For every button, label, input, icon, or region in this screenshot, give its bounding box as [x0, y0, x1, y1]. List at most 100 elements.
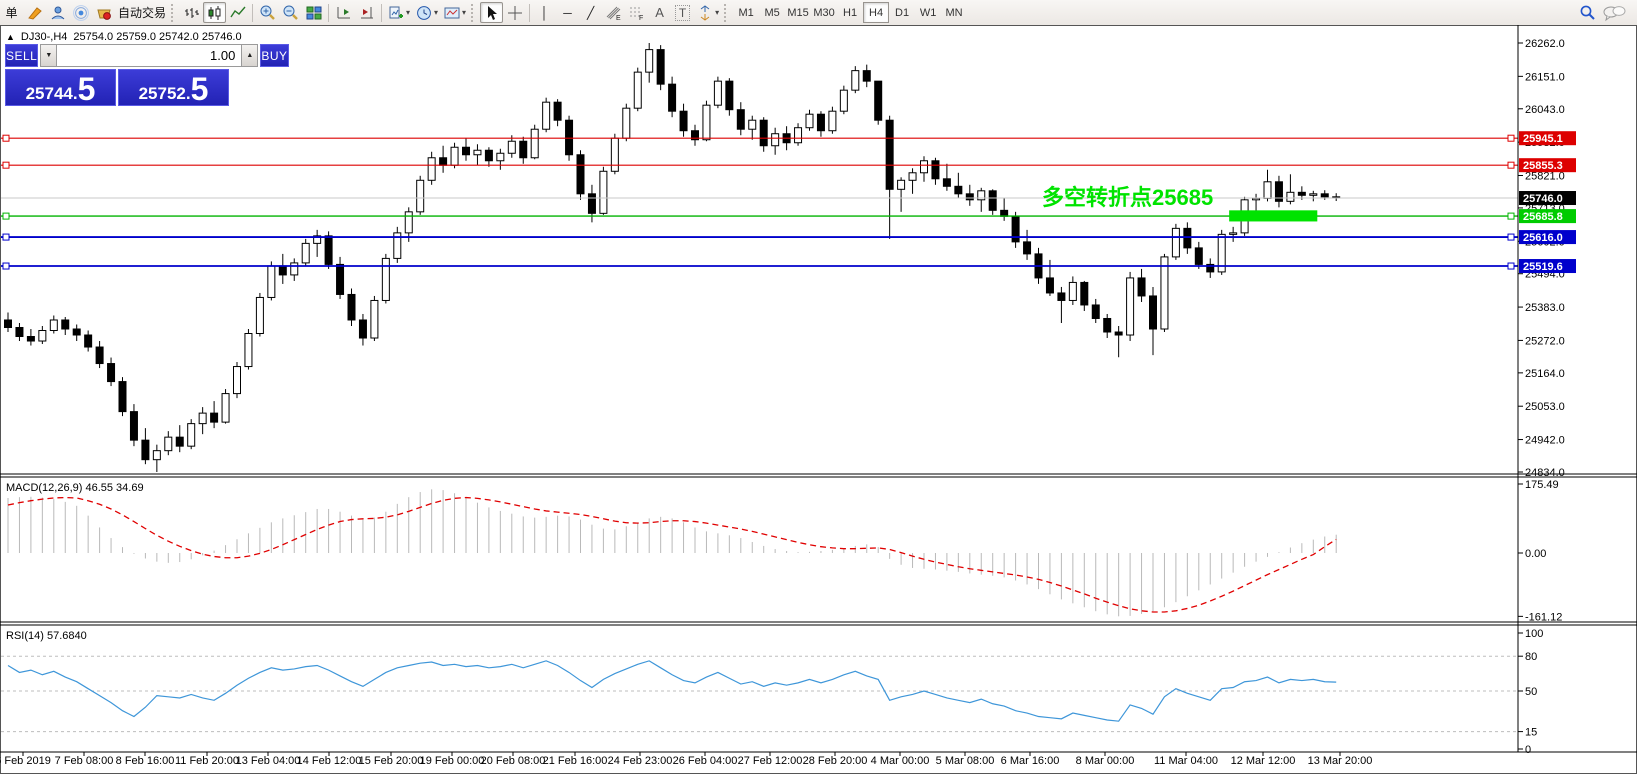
level-handle-right[interactable]	[1507, 161, 1515, 169]
level-handle-left[interactable]	[2, 233, 10, 241]
highlight-rectangle[interactable]	[1229, 210, 1318, 222]
collapse-panel-toggle[interactable]: ▲	[6, 32, 15, 42]
chart-canvas[interactable]: 多空转折点25685 MACD(12,26,9) 46.55 34.69 RSI(1…	[0, 25, 1637, 774]
candle-bearish	[1114, 331, 1123, 336]
candlestick-chart-button[interactable]	[203, 2, 227, 23]
time-axis-label[interactable]: 28 Feb 20:00	[803, 755, 868, 767]
auto-trading-button[interactable]: 自动交易	[115, 2, 169, 23]
candle-bearish	[1320, 193, 1329, 198]
time-axis-label[interactable]: 21 Feb 16:00	[543, 755, 608, 767]
time-axis-label[interactable]: 19 Feb 00:00	[420, 755, 485, 767]
time-axis-label[interactable]: 6 Mar 16:00	[1001, 755, 1060, 767]
time-axis-label[interactable]: 13 Mar 20:00	[1308, 755, 1373, 767]
time-axis-label[interactable]: 13 Feb 04:00	[236, 755, 301, 767]
line-chart-button[interactable]	[226, 2, 249, 23]
sell-price-button[interactable]: 25744. 5	[5, 69, 116, 106]
vertical-line-tool[interactable]: │	[533, 2, 556, 23]
level-handle-left[interactable]	[2, 262, 10, 270]
annotation-text[interactable]: 多空转折点25685	[1042, 185, 1213, 210]
zoom-out-button[interactable]	[279, 2, 302, 23]
time-axis-label[interactable]: 5 Mar 08:00	[936, 755, 995, 767]
tab-timeframe-m5[interactable]: M5	[759, 2, 785, 23]
level-price-tag[interactable]	[1519, 158, 1576, 173]
candle-bullish	[920, 160, 928, 174]
level-price-tag[interactable]	[1519, 131, 1576, 146]
level-price-tag-label: 25519.6	[1523, 261, 1563, 273]
time-axis-label[interactable]: 6 Feb 2019	[0, 755, 51, 767]
candle-bullish	[416, 179, 425, 213]
template-icon	[444, 7, 460, 18]
crayon-icon[interactable]	[23, 2, 46, 23]
tab-timeframe-w1[interactable]: W1	[915, 2, 941, 23]
level-price-tag[interactable]	[1519, 230, 1576, 245]
channel-tool[interactable]: E	[602, 2, 625, 23]
level-handle-right[interactable]	[1507, 233, 1515, 241]
time-axis-label[interactable]: 11 Feb 20:00	[175, 755, 239, 767]
label-tool[interactable]: T	[671, 2, 694, 23]
level-handle-right[interactable]	[1507, 212, 1515, 220]
crosshair-icon	[507, 5, 522, 20]
time-axis-label[interactable]: 4 Mar 00:00	[871, 755, 930, 767]
cursor-button[interactable]	[480, 2, 504, 23]
crosshair-button[interactable]	[503, 2, 526, 23]
level-price-tag[interactable]	[1519, 259, 1576, 274]
level-handle-left[interactable]	[2, 212, 10, 220]
tile-windows-button[interactable]	[302, 2, 325, 23]
time-axis-label[interactable]: 7 Feb 08:00	[55, 755, 114, 767]
template-button[interactable]: ▾	[441, 2, 469, 23]
time-axis-label[interactable]: 8 Feb 16:00	[116, 755, 175, 767]
buy-button[interactable]: BUY	[260, 44, 289, 67]
time-axis-label[interactable]: 15 Feb 20:00	[359, 755, 424, 767]
ohlc-values: 25754.0 25759.0 25742.0 25746.0	[73, 31, 242, 43]
time-axis-label[interactable]: 12 Mar 12:00	[1231, 755, 1296, 767]
level-handle-right[interactable]	[1507, 262, 1515, 270]
horizontal-line-tool[interactable]: ─	[556, 2, 579, 23]
arrows-tool[interactable]: ▾	[694, 2, 722, 23]
candle-bullish	[507, 140, 516, 154]
tab-timeframe-m15[interactable]: M15	[785, 2, 811, 23]
tab-timeframe-h1[interactable]: H1	[837, 2, 863, 23]
time-axis-label[interactable]: 20 Feb 08:00	[481, 755, 546, 767]
chart-shift-button[interactable]	[332, 2, 355, 23]
buy-price-button[interactable]: 25752. 5	[118, 69, 229, 106]
tab-timeframe-h4[interactable]: H4	[863, 2, 890, 23]
zoom-in-button[interactable]	[256, 2, 279, 23]
time-axis-label[interactable]: 11 Mar 04:00	[1154, 755, 1218, 767]
new-order-button[interactable]: 单	[0, 2, 23, 23]
signal-icon[interactable]	[69, 2, 92, 23]
bar-chart-button[interactable]	[180, 2, 203, 23]
time-axis-label[interactable]: 14 Feb 12:00	[297, 755, 362, 767]
volume-input[interactable]	[57, 44, 242, 67]
tab-timeframe-d1[interactable]: D1	[889, 2, 915, 23]
period-button[interactable]: ▾	[413, 2, 441, 23]
tab-timeframe-mn[interactable]: MN	[941, 2, 967, 23]
text-tool[interactable]: A	[648, 2, 671, 23]
new-chart-icon	[389, 6, 404, 18]
chart-autoscroll-button[interactable]	[355, 2, 378, 23]
clock-icon	[417, 5, 431, 20]
search-button[interactable]	[1575, 2, 1599, 23]
time-axis-label[interactable]: 26 Feb 04:00	[673, 755, 738, 767]
time-axis-label[interactable]: 8 Mar 00:00	[1076, 755, 1135, 767]
volume-increase-button[interactable]: ▲	[241, 44, 259, 67]
trendline-tool[interactable]: ╱	[579, 2, 602, 23]
level-handle-left[interactable]	[2, 161, 10, 169]
sell-button[interactable]: SELL	[5, 44, 39, 67]
new-chart-button[interactable]: ▾	[385, 2, 413, 23]
level-price-tag[interactable]	[1519, 209, 1576, 224]
buy-price-main: 25752	[138, 84, 186, 103]
current-price-tag[interactable]	[1519, 191, 1576, 206]
tab-timeframe-m1[interactable]: M1	[733, 2, 759, 23]
tab-timeframe-m30[interactable]: M30	[811, 2, 837, 23]
level-handle-left[interactable]	[2, 134, 10, 142]
time-axis-label[interactable]: 27 Feb 12:00	[738, 755, 803, 767]
time-axis-label[interactable]: 24 Feb 23:00	[608, 755, 673, 767]
chat-button[interactable]	[1599, 2, 1629, 23]
volume-decrease-button[interactable]: ▼	[40, 44, 58, 67]
level-handle-right[interactable]	[1507, 134, 1515, 142]
zoom-out-icon	[283, 5, 298, 20]
market-icon[interactable]	[92, 2, 115, 23]
candle-bullish	[599, 170, 608, 214]
profile-icon[interactable]	[46, 2, 69, 23]
fibonacci-tool[interactable]: F	[625, 2, 648, 23]
